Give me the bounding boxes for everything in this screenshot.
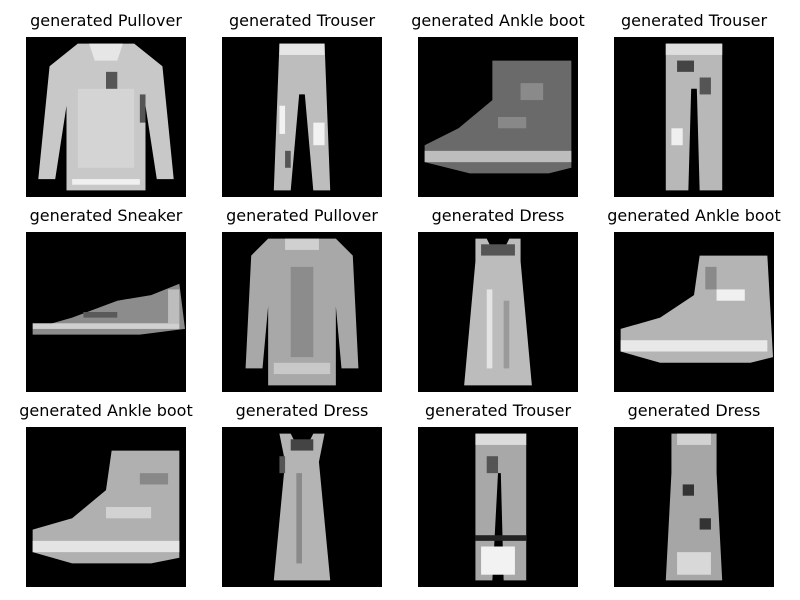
trouser-shape bbox=[223, 38, 381, 196]
generated-ankle-boot-image bbox=[26, 427, 186, 587]
generated-trouser-image bbox=[418, 427, 578, 587]
panel-pullover-2: generated Pullover bbox=[212, 195, 392, 392]
ankle-boot-shape bbox=[615, 233, 773, 391]
panel-trouser-1: generated Trouser bbox=[212, 0, 392, 197]
generated-trouser-image bbox=[614, 37, 774, 197]
panel-trouser-2: generated Trouser bbox=[604, 0, 784, 197]
generated-trouser-image bbox=[222, 37, 382, 197]
dress-shape bbox=[615, 428, 773, 586]
panel-sneaker-1: generated Sneaker bbox=[16, 195, 196, 392]
panel-pullover-1: generated Pullover bbox=[16, 0, 196, 197]
panel-dress-3: generated Dress bbox=[604, 390, 784, 587]
trouser-shape bbox=[419, 428, 577, 586]
generated-pullover-image bbox=[26, 37, 186, 197]
panel-title: generated Ankle boot bbox=[607, 206, 781, 225]
panel-title: generated Pullover bbox=[226, 206, 378, 225]
ankle-boot-shape bbox=[27, 428, 185, 586]
panel-title: generated Dress bbox=[235, 401, 369, 420]
panel-title: generated Ankle boot bbox=[411, 11, 585, 30]
panel-dress-1: generated Dress bbox=[408, 195, 588, 392]
generated-dress-image bbox=[418, 232, 578, 392]
panel-ankle-boot-3: generated Ankle boot bbox=[16, 390, 196, 587]
panel-trouser-3: generated Trouser bbox=[408, 390, 588, 587]
dress-shape bbox=[419, 233, 577, 391]
generated-pullover-image bbox=[222, 232, 382, 392]
panel-title: generated Trouser bbox=[620, 11, 768, 30]
generated-ankle-boot-image bbox=[614, 232, 774, 392]
dress-shape bbox=[223, 428, 381, 586]
generated-dress-image bbox=[614, 427, 774, 587]
panel-dress-2: generated Dress bbox=[212, 390, 392, 587]
panel-title: generated Ankle boot bbox=[19, 401, 193, 420]
panel-title: generated Trouser bbox=[228, 11, 376, 30]
ankle-boot-shape bbox=[419, 38, 577, 196]
panel-ankle-boot-1: generated Ankle boot bbox=[408, 0, 588, 197]
panel-title: generated Sneaker bbox=[29, 206, 183, 225]
trouser-shape bbox=[615, 38, 773, 196]
pullover-shape bbox=[223, 233, 381, 391]
pullover-shape bbox=[27, 38, 185, 196]
generated-ankle-boot-image bbox=[418, 37, 578, 197]
generated-sneaker-image bbox=[26, 232, 186, 392]
panel-title: generated Trouser bbox=[424, 401, 572, 420]
panel-title: generated Pullover bbox=[30, 11, 182, 30]
panel-title: generated Dress bbox=[431, 206, 565, 225]
generated-dress-image bbox=[222, 427, 382, 587]
panel-title: generated Dress bbox=[627, 401, 761, 420]
panel-ankle-boot-2: generated Ankle boot bbox=[604, 195, 784, 392]
sneaker-shape bbox=[27, 233, 185, 391]
